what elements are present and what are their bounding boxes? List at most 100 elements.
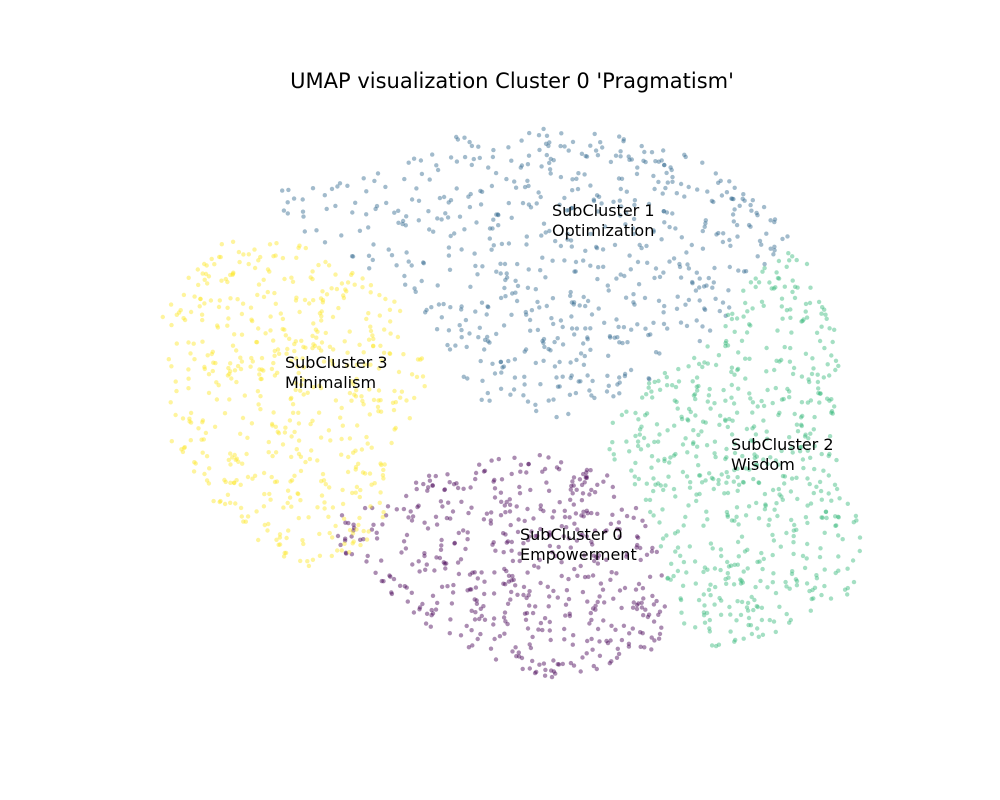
scatter-point-subcluster-1	[562, 195, 567, 201]
scatter-point-subcluster-1	[350, 210, 355, 215]
scatter-point-subcluster-2	[726, 564, 732, 569]
scatter-point-subcluster-0	[478, 606, 483, 611]
scatter-point-subcluster-3	[366, 529, 371, 534]
scatter-point-subcluster-0	[570, 491, 575, 496]
scatter-point-subcluster-2	[829, 498, 834, 503]
scatter-point-subcluster-2	[833, 514, 838, 519]
scatter-point-subcluster-0	[589, 487, 594, 493]
scatter-point-subcluster-3	[307, 456, 313, 462]
scatter-point-subcluster-0	[509, 548, 514, 553]
scatter-point-subcluster-3	[265, 528, 270, 533]
scatter-point-subcluster-1	[302, 229, 307, 234]
scatter-point-subcluster-2	[829, 409, 835, 414]
scatter-point-subcluster-2	[808, 608, 813, 613]
scatter-point-subcluster-3	[368, 504, 373, 509]
scatter-point-subcluster-1	[649, 150, 655, 155]
scatter-point-subcluster-1	[720, 239, 726, 245]
scatter-point-subcluster-3	[204, 263, 209, 268]
scatter-point-subcluster-0	[491, 540, 496, 545]
scatter-point-subcluster-0	[645, 614, 651, 620]
scatter-point-subcluster-2	[744, 330, 750, 335]
scatter-point-subcluster-2	[725, 474, 731, 480]
scatter-point-subcluster-0	[605, 640, 611, 646]
scatter-point-subcluster-2	[740, 580, 745, 585]
scatter-point-subcluster-1	[653, 159, 658, 164]
scatter-point-subcluster-3	[222, 411, 228, 416]
scatter-point-subcluster-2	[701, 610, 707, 615]
scatter-point-subcluster-3	[311, 385, 316, 390]
scatter-point-subcluster-2	[711, 476, 716, 482]
scatter-point-subcluster-3	[376, 366, 382, 371]
scatter-point-subcluster-0	[433, 514, 439, 519]
scatter-point-subcluster-2	[762, 507, 768, 512]
scatter-point-subcluster-3	[271, 360, 276, 366]
scatter-point-subcluster-0	[566, 576, 571, 582]
scatter-point-subcluster-1	[419, 278, 424, 284]
scatter-point-subcluster-1	[568, 375, 573, 381]
scatter-point-subcluster-0	[461, 528, 466, 533]
scatter-point-subcluster-2	[610, 440, 615, 445]
scatter-point-subcluster-3	[289, 275, 294, 280]
scatter-point-subcluster-3	[169, 364, 174, 369]
scatter-point-subcluster-3	[344, 289, 349, 294]
scatter-point-subcluster-0	[551, 669, 557, 674]
scatter-point-subcluster-3	[353, 394, 359, 399]
scatter-point-subcluster-0	[547, 543, 553, 549]
scatter-point-subcluster-2	[729, 365, 735, 370]
scatter-point-subcluster-3	[262, 491, 267, 497]
scatter-point-subcluster-1	[602, 320, 607, 325]
scatter-point-subcluster-1	[755, 254, 760, 259]
scatter-point-subcluster-2	[729, 316, 735, 322]
scatter-point-subcluster-3	[361, 350, 366, 355]
scatter-point-subcluster-1	[490, 226, 495, 231]
scatter-point-subcluster-3	[166, 357, 171, 362]
scatter-point-subcluster-2	[731, 479, 736, 484]
scatter-point-subcluster-2	[837, 496, 842, 501]
scatter-point-subcluster-1	[522, 382, 527, 387]
scatter-point-subcluster-2	[732, 518, 737, 523]
scatter-point-subcluster-3	[228, 369, 233, 374]
scatter-point-subcluster-3	[272, 373, 278, 378]
scatter-point-subcluster-0	[509, 578, 514, 583]
scatter-point-subcluster-2	[805, 541, 810, 547]
scatter-point-subcluster-1	[661, 321, 667, 327]
scatter-point-subcluster-1	[727, 237, 732, 243]
scatter-point-subcluster-2	[685, 417, 690, 422]
scatter-point-subcluster-1	[579, 151, 585, 156]
scatter-point-subcluster-3	[320, 300, 325, 305]
scatter-point-subcluster-3	[334, 286, 340, 292]
scatter-point-subcluster-2	[678, 553, 683, 558]
scatter-point-subcluster-2	[810, 356, 815, 361]
scatter-point-subcluster-2	[680, 583, 686, 588]
scatter-point-subcluster-3	[296, 438, 302, 443]
scatter-point-subcluster-1	[560, 342, 566, 347]
scatter-point-subcluster-0	[571, 633, 576, 638]
scatter-point-subcluster-1	[547, 228, 552, 234]
scatter-point-subcluster-1	[463, 317, 469, 323]
scatter-point-subcluster-3	[197, 304, 202, 309]
scatter-point-subcluster-1	[536, 190, 541, 195]
scatter-point-subcluster-2	[815, 379, 821, 385]
scatter-point-subcluster-3	[289, 504, 294, 509]
scatter-point-subcluster-2	[777, 492, 782, 497]
scatter-point-subcluster-2	[646, 381, 652, 386]
scatter-point-subcluster-1	[434, 163, 439, 168]
scatter-point-subcluster-3	[256, 282, 262, 287]
scatter-point-subcluster-0	[379, 578, 384, 584]
scatter-point-subcluster-0	[555, 595, 560, 600]
scatter-point-subcluster-2	[735, 466, 740, 471]
scatter-point-subcluster-3	[346, 454, 351, 460]
scatter-point-subcluster-0	[505, 539, 511, 544]
scatter-point-subcluster-2	[705, 517, 710, 522]
scatter-point-subcluster-1	[436, 302, 442, 307]
scatter-point-subcluster-3	[280, 255, 286, 261]
scatter-point-subcluster-2	[708, 406, 713, 411]
scatter-point-subcluster-1	[485, 334, 490, 340]
scatter-point-subcluster-0	[643, 607, 648, 612]
scatter-point-subcluster-0	[634, 602, 640, 608]
scatter-point-subcluster-1	[584, 154, 590, 159]
scatter-point-subcluster-0	[479, 570, 484, 575]
scatter-point-subcluster-2	[800, 457, 806, 462]
scatter-point-subcluster-2	[673, 451, 678, 457]
